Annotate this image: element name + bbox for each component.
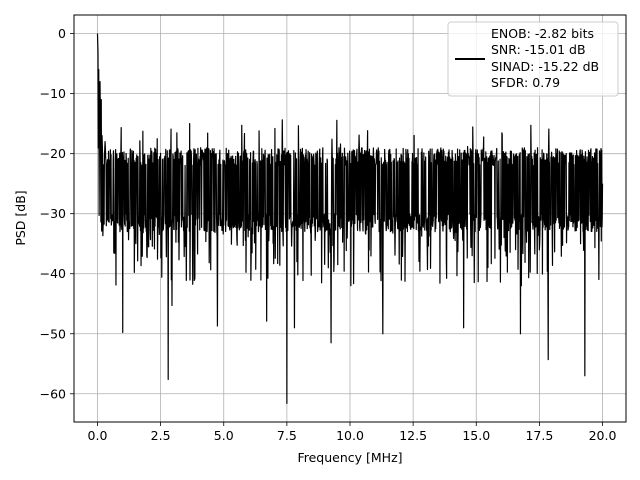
legend-enob: ENOB: -2.82 bits: [491, 26, 594, 41]
legend-snr: SNR: -15.01 dB: [491, 42, 586, 57]
y-tick-label: −30: [40, 206, 66, 221]
x-tick-label: 15.0: [462, 428, 490, 443]
y-tick-label: 0: [58, 26, 66, 41]
legend-sfdr: SFDR: 0.79: [491, 75, 560, 90]
y-tick-label: −60: [40, 386, 66, 401]
legend: ENOB: -2.82 bits SNR: -15.01 dB SINAD: -…: [447, 21, 619, 97]
x-tick-label: 20.0: [589, 428, 617, 443]
x-tick-label: 12.5: [399, 428, 427, 443]
y-axis-ticks: 0 −10 −20 −30 −40 −50 −60: [40, 26, 74, 401]
series-layer: [96, 33, 604, 404]
x-axis-title: Frequency [MHz]: [297, 450, 402, 465]
y-tick-label: −40: [40, 266, 66, 281]
y-tick-label: −20: [40, 146, 66, 161]
psd-series-line: [96, 33, 604, 404]
x-axis-ticks: 0.0 2.5 5.0 7.5 10.0 12.5 15.0 17.5 20.0: [88, 422, 617, 443]
legend-box: [447, 21, 619, 97]
x-tick-label: 10.0: [336, 428, 364, 443]
x-tick-label: 2.5: [151, 428, 171, 443]
x-tick-label: 7.5: [277, 428, 297, 443]
legend-sinad: SINAD: -15.22 dB: [491, 59, 599, 74]
y-tick-label: −10: [40, 86, 66, 101]
y-axis-title: PSD [dB]: [13, 190, 28, 245]
x-tick-label: 0.0: [88, 428, 108, 443]
x-tick-label: 17.5: [525, 428, 553, 443]
y-tick-label: −50: [40, 326, 66, 341]
x-tick-label: 5.0: [214, 428, 234, 443]
